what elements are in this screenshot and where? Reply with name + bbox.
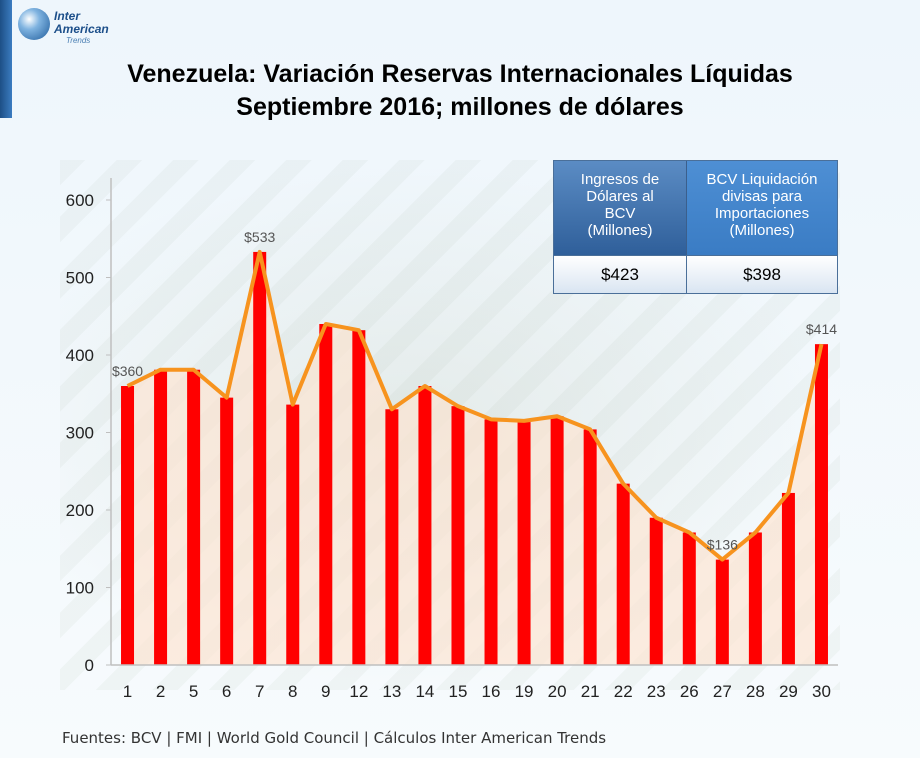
logo: Inter American Trends xyxy=(8,4,128,48)
x-tick-label: 14 xyxy=(415,682,434,701)
bar-21 xyxy=(583,429,597,665)
area-fill xyxy=(127,251,822,666)
x-tick-label: 12 xyxy=(349,682,368,701)
header-line: BCV Liquidación xyxy=(706,171,818,188)
x-tick-label: 15 xyxy=(449,682,468,701)
logo-text: Inter xyxy=(54,9,81,23)
data-label: $533 xyxy=(244,229,275,245)
x-tick-label: 13 xyxy=(382,682,401,701)
logo-text: American xyxy=(54,22,109,36)
x-tick-label: 6 xyxy=(222,682,231,701)
y-tick-label: 600 xyxy=(66,191,94,210)
header-line: (Millones) xyxy=(729,222,795,239)
y-tick-label: 200 xyxy=(66,501,94,520)
bar-7 xyxy=(253,251,267,666)
info-table: Ingresos de Dólares al BCV (Millones) BC… xyxy=(553,160,838,294)
x-tick-label: 9 xyxy=(321,682,330,701)
bar-20 xyxy=(550,416,564,665)
data-label: $136 xyxy=(707,537,738,553)
x-tick-label: 7 xyxy=(255,682,264,701)
x-tick-label: 30 xyxy=(812,682,831,701)
bar-30 xyxy=(814,344,828,665)
title-line-1: Venezuela: Variación Reservas Internacio… xyxy=(127,60,793,88)
bar-1 xyxy=(121,386,135,665)
bar-8 xyxy=(286,404,300,665)
bar-22 xyxy=(616,483,630,665)
bar-29 xyxy=(781,492,795,665)
info-value-right: $398 xyxy=(687,255,837,293)
y-tick-label: 500 xyxy=(66,269,94,288)
header-line: Importaciones xyxy=(714,205,810,222)
header-line: (Millones) xyxy=(587,222,653,239)
title-line-2: Septiembre 2016; millones de dólares xyxy=(236,93,684,121)
x-tick-label: 20 xyxy=(548,682,567,701)
sources-footnote: Fuentes: BCV | FMI | World Gold Council … xyxy=(62,729,607,747)
x-tick-label: 23 xyxy=(647,682,666,701)
bar-2 xyxy=(154,369,168,665)
x-tick-label: 5 xyxy=(189,682,198,701)
bar-26 xyxy=(682,532,696,665)
x-tick-label: 8 xyxy=(288,682,297,701)
x-tick-label: 21 xyxy=(581,682,600,701)
x-tick-label: 19 xyxy=(515,682,534,701)
y-tick-label: 0 xyxy=(85,656,94,675)
bar-23 xyxy=(649,517,663,665)
bar-14 xyxy=(418,386,432,665)
x-tick-label: 2 xyxy=(156,682,165,701)
trend-line xyxy=(126,249,824,562)
bar-5 xyxy=(187,369,201,665)
bar-19 xyxy=(517,420,531,665)
x-tick-label: 28 xyxy=(746,682,765,701)
data-label: $414 xyxy=(806,321,837,337)
y-tick-label: 400 xyxy=(66,346,94,365)
globe-icon xyxy=(18,8,50,40)
x-tick-label: 16 xyxy=(482,682,501,701)
info-header-left: Ingresos de Dólares al BCV (Millones) xyxy=(554,161,687,255)
bar-12 xyxy=(352,330,366,665)
logo-text: Trends xyxy=(66,36,91,45)
header-line: Ingresos de xyxy=(580,171,660,188)
y-tick-label: 100 xyxy=(66,579,94,598)
bar-28 xyxy=(748,532,762,665)
bar-9 xyxy=(319,324,333,665)
bar-6 xyxy=(220,397,234,665)
x-tick-label: 27 xyxy=(713,682,732,701)
bar-15 xyxy=(451,406,465,665)
info-value-left: $423 xyxy=(554,255,687,293)
chart-title: Venezuela: Variación Reservas Internacio… xyxy=(0,58,920,124)
x-tick-label: 26 xyxy=(680,682,699,701)
bar-16 xyxy=(484,419,498,665)
header-line: BCV xyxy=(604,205,636,222)
left-accent-bar xyxy=(0,0,12,118)
info-header-right: BCV Liquidación divisas para Importacion… xyxy=(687,161,837,255)
x-tick-label: 1 xyxy=(123,682,132,701)
header-line: divisas para xyxy=(721,188,803,205)
y-tick-label: 300 xyxy=(66,424,94,443)
bar-13 xyxy=(385,409,399,665)
x-tick-label: 22 xyxy=(614,682,633,701)
data-label: $360 xyxy=(112,363,143,379)
header-line: Dólares al xyxy=(586,188,654,205)
x-tick-label: 29 xyxy=(779,682,798,701)
bar-27 xyxy=(715,559,729,665)
